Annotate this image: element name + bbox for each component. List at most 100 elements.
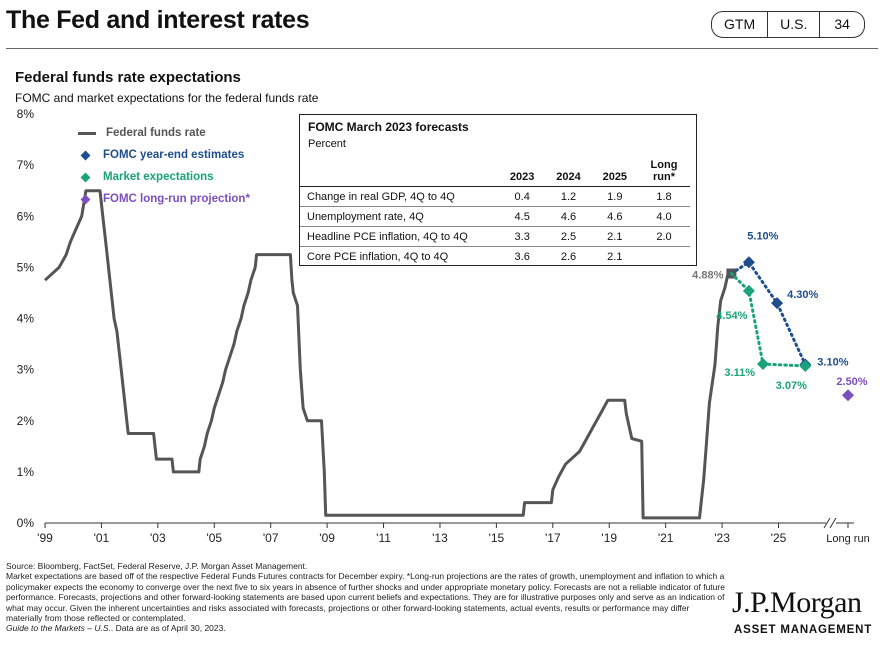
footnote-body: Market expectations are based off of the… [6,571,725,624]
x-tick-label: '19 [601,531,617,545]
table-cell: 1.8 [638,186,690,207]
series-line-fomc-estimates [729,260,807,366]
legend-item-fomc: FOMC year-end estimates [78,144,250,166]
x-tick-label: '01 [94,531,110,545]
table-cell: 4.6 [545,206,592,227]
table-row: Headline PCE inflation, 4Q to 4Q 3.3 2.5… [300,226,690,247]
table-header-blank [300,151,499,187]
marker-market-expectation [756,358,769,371]
y-tick-label: 3% [17,363,35,377]
table-row-label: Unemployment rate, 4Q [300,206,499,227]
table-cell: 1.2 [545,186,592,207]
y-tick-label: 0% [17,516,35,530]
marker-market-expectation [742,284,755,297]
table-cell: 2.6 [545,246,592,266]
x-tick-label: Long run [826,533,869,545]
x-tick-label: '09 [319,531,335,545]
y-tick-label: 7% [17,158,35,172]
x-tick-label: '15 [489,531,505,545]
legend-diamond-swatch [80,194,91,204]
marker-fomc-estimate [742,256,755,269]
fomc-forecast-table: FOMC March 2023 forecasts Percent 2023 2… [299,114,697,266]
data-label-fomc: 5.10% [747,230,778,242]
data-label-market: 4.54% [716,310,747,322]
table-header: Long run* [638,151,690,187]
legend-label: Federal funds rate [106,127,206,139]
y-tick-label: 2% [17,414,35,428]
fed-funds-chart: 0% 1% 2% 3% 4% 5% 6% 7% 8% '99 '01 '03 '05 '07 '09 '11 '… [17,107,870,545]
x-tick-label: '03 [150,531,166,545]
data-label-market: 3.07% [776,380,807,392]
footnote-guide: Guide to the Markets – U.S.. Data are as… [6,623,226,634]
footnote: Source: Bloomberg, FactSet, Federal Rese… [6,561,726,634]
footnote-guide-date: Data are as of April 30, 2023. [115,623,226,634]
table-cell: 4.6 [591,206,638,227]
table-row-label: Headline PCE inflation, 4Q to 4Q [300,226,499,247]
legend-item-long-run: FOMC long-run projection* [78,188,250,210]
y-tick-label: 8% [17,107,35,121]
table-cell [638,246,690,266]
table-cell: 3.3 [499,226,546,247]
table-header: 2025 [591,151,638,187]
jpmorgan-logo: J.P.Morgan [732,586,862,619]
page-title: The Fed and interest rates [6,6,310,34]
data-label-market: 3.11% [724,367,755,379]
x-tick-label: '05 [206,531,222,545]
table-header-row: 2023 2024 2025 Long run* [300,151,690,187]
table-cell: 4.0 [638,206,690,227]
data-label-current-rate: 4.88% [692,270,723,282]
table-cell: 2.1 [591,246,638,266]
legend-item-market: Market expectations [78,166,250,188]
table-cell: 3.6 [499,246,546,266]
legend-label: Market expectations [103,171,214,183]
table-cell: 2.1 [591,226,638,247]
y-tick-label: 4% [17,312,35,326]
data-label-long-run: 2.50% [836,376,867,388]
jpmorgan-logo-subtitle: ASSET MANAGEMENT [734,624,873,636]
axis-break-mark [823,517,831,529]
legend-line-swatch [78,131,96,135]
y-tick-label: 1% [17,465,35,479]
axis-break-mark [829,517,837,529]
forecast-table-title: FOMC March 2023 forecasts [308,120,469,134]
data-label-fomc: 3.10% [817,357,848,369]
legend-diamond-swatch [80,172,91,182]
data-label-fomc: 4.30% [787,289,818,301]
footnote-source: Source: Bloomberg, FactSet, Federal Rese… [6,561,308,571]
x-tick-label: '23 [714,531,730,545]
x-tick-label: '99 [37,531,53,545]
legend-label: FOMC long-run projection* [103,193,250,205]
chart-legend: Federal funds rate FOMC year-end estimat… [78,122,250,210]
legend-diamond-swatch [80,150,91,160]
x-tick-label: '25 [771,531,787,545]
table-cell: 2.0 [638,226,690,247]
table-row: Core PCE inflation, 4Q to 4Q 3.6 2.6 2.1 [300,246,690,266]
forecast-table-grid: 2023 2024 2025 Long run* Change in real … [300,151,690,266]
series-line-fed-funds-rate [43,189,732,520]
forecast-table-subtitle: Percent [308,138,346,150]
marker-market-expectation [799,360,812,373]
x-tick-label: '13 [432,531,448,545]
x-tick-label: '17 [545,531,561,545]
marker-long-run-projection [842,389,854,402]
x-tick-label: '21 [658,531,674,545]
y-tick-label: 6% [17,209,35,223]
y-tick-label: 5% [17,260,35,274]
page-badges: GTM U.S. 34 [711,11,865,38]
table-cell: 0.4 [499,186,546,207]
table-header: 2023 [499,151,546,187]
chart-title: Federal funds rate expectations [15,69,241,86]
table-row-label: Change in real GDP, 4Q to 4Q [300,186,499,207]
x-tick-label: '07 [263,531,279,545]
table-cell: 2.5 [545,226,592,247]
table-row: Unemployment rate, 4Q 4.5 4.6 4.6 4.0 [300,206,690,227]
series-line-market-expectations [729,272,807,368]
footnote-guide-title: Guide to the Markets – U.S. [6,623,111,634]
badge-region: U.S. [768,12,821,37]
table-row-label: Core PCE inflation, 4Q to 4Q [300,246,499,266]
legend-item-fed-funds: Federal funds rate [78,122,250,144]
table-header: 2024 [545,151,592,187]
badge-page-number: 34 [834,16,850,32]
legend-label: FOMC year-end estimates [103,149,245,161]
marker-fomc-estimate [771,297,784,310]
